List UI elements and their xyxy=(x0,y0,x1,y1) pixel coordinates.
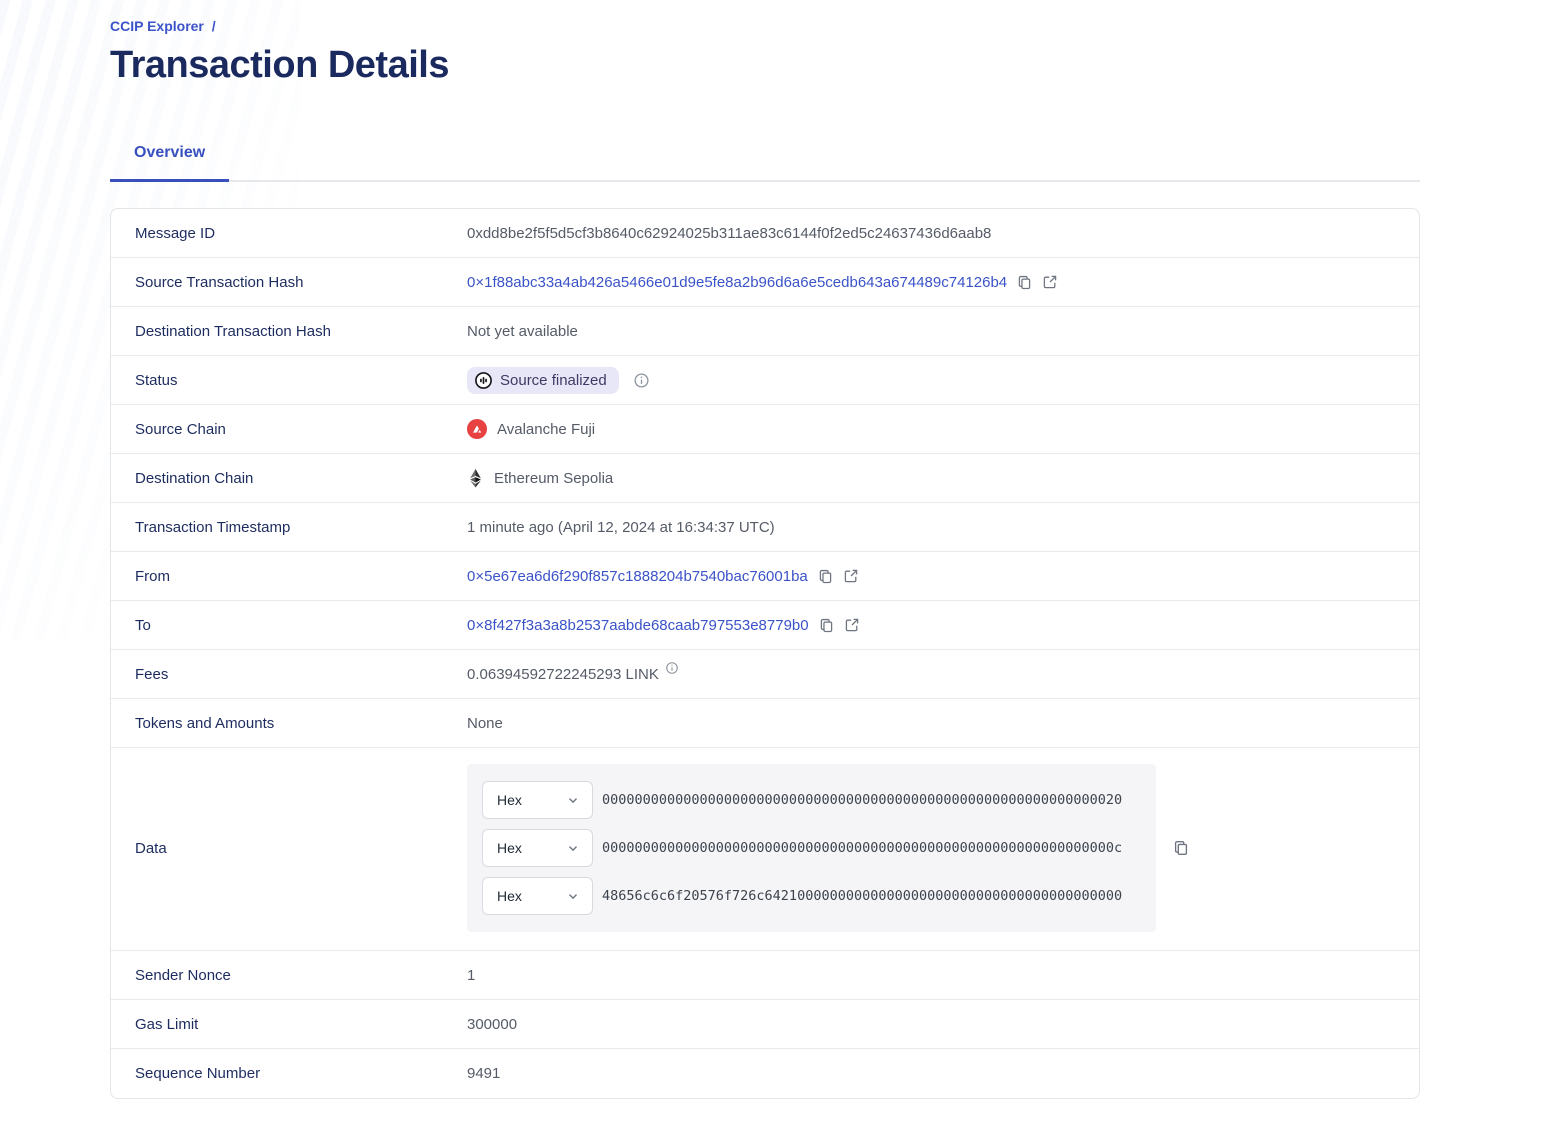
row-label: Message ID xyxy=(135,224,216,242)
data-hex-value: 0000000000000000000000000000000000000000… xyxy=(602,840,1123,856)
chain-name: Avalanche Fuji xyxy=(497,420,596,438)
table-row-message-id: Message ID 0xdd8be2f5f5d5cf3b8640c629240… xyxy=(111,209,1419,258)
row-label: Destination Transaction Hash xyxy=(135,322,331,340)
tab-bar: Overview xyxy=(110,134,1420,182)
table-row-timestamp: Transaction Timestamp 1 minute ago (Apri… xyxy=(111,503,1419,552)
row-value: 300000 xyxy=(467,1015,518,1033)
table-row-source-chain: Source Chain Avalanche Fuji xyxy=(111,405,1419,454)
data-hex-value: 48656c6c6f20576f726c64210000000000000000… xyxy=(602,888,1123,904)
to-address-link[interactable]: 0×8f427f3a3a8b2537aabde68caab797553e8779… xyxy=(467,616,809,634)
row-label: Source Chain xyxy=(135,420,226,438)
data-hex-box: Hex 000000000000000000000000000000000000… xyxy=(467,764,1156,932)
data-hex-value: 0000000000000000000000000000000000000000… xyxy=(602,792,1123,808)
chevron-down-icon xyxy=(569,798,577,804)
table-row-dest-chain: Destination Chain Ethereum Sepolia xyxy=(111,454,1419,503)
breadcrumb: CCIP Explorer / xyxy=(110,18,1420,34)
table-row-tokens: Tokens and Amounts None xyxy=(111,699,1419,748)
data-hex-row: Hex 000000000000000000000000000000000000… xyxy=(482,781,1141,819)
row-label: Data xyxy=(135,839,167,857)
row-value: 1 minute ago (April 12, 2024 at 16:34:37… xyxy=(467,518,775,536)
row-value: 9491 xyxy=(467,1065,501,1082)
row-label: Transaction Timestamp xyxy=(135,518,291,536)
table-row-to: To 0×8f427f3a3a8b2537aabde68caab797553e8… xyxy=(111,601,1419,650)
info-icon[interactable] xyxy=(665,661,679,675)
data-format-value: Hex xyxy=(497,840,522,856)
info-icon[interactable] xyxy=(633,372,650,389)
chain-name: Ethereum Sepolia xyxy=(494,469,614,487)
table-row-sender-nonce: Sender Nonce 1 xyxy=(111,951,1419,1000)
page-title: Transaction Details xyxy=(110,44,449,86)
status-badge: Source finalized xyxy=(467,366,619,394)
avalanche-icon xyxy=(467,419,487,439)
breadcrumb-separator: / xyxy=(211,18,216,34)
table-row-sequence-number: Sequence Number 9491 xyxy=(111,1049,1419,1098)
row-label: Gas Limit xyxy=(135,1015,199,1033)
row-value: 1 xyxy=(467,966,476,984)
table-row-status: Status Source finalized xyxy=(111,356,1419,405)
chevron-down-icon xyxy=(569,846,577,852)
copy-icon[interactable] xyxy=(817,568,834,585)
row-label: Source Transaction Hash xyxy=(135,273,304,291)
chevron-down-icon xyxy=(569,894,577,900)
external-link-icon[interactable] xyxy=(1042,274,1058,290)
row-value: Not yet available xyxy=(467,322,578,340)
table-row-fees: Fees 0.06394592722245293 LINK xyxy=(111,650,1419,699)
fees-value: 0.06394592722245293 LINK xyxy=(467,665,659,683)
external-link-icon[interactable] xyxy=(844,617,860,633)
row-label: Sequence Number xyxy=(135,1065,261,1082)
source-tx-hash-link[interactable]: 0×1f88abc33a4ab426a5466e01d9e5fe8a2b96d6… xyxy=(467,273,1008,291)
table-row-data: Data Hex 0000000000000000000000000000000… xyxy=(111,748,1419,951)
data-format-value: Hex xyxy=(497,888,522,904)
row-value: None xyxy=(467,714,503,732)
row-value: 0xdd8be2f5f5d5cf3b8640c62924025b311ae83c… xyxy=(467,224,992,242)
row-label: Fees xyxy=(135,665,169,683)
ethereum-icon xyxy=(467,468,484,488)
data-format-select[interactable]: Hex xyxy=(482,781,593,819)
row-label: Tokens and Amounts xyxy=(135,714,275,732)
row-label: Sender Nonce xyxy=(135,966,231,984)
tab-overview[interactable]: Overview xyxy=(110,134,230,182)
copy-icon[interactable] xyxy=(1016,274,1033,291)
status-badge-label: Source finalized xyxy=(500,371,607,389)
copy-icon[interactable] xyxy=(818,617,835,634)
data-hex-row: Hex 48656c6c6f20576f726c6421000000000000… xyxy=(482,877,1141,915)
transaction-details-card: Message ID 0xdd8be2f5f5d5cf3b8640c629240… xyxy=(110,208,1420,1099)
row-label: Destination Chain xyxy=(135,469,254,487)
row-label: To xyxy=(135,616,151,634)
table-row-source-tx-hash: Source Transaction Hash 0×1f88abc33a4ab4… xyxy=(111,258,1419,307)
status-pulse-icon xyxy=(474,371,493,390)
data-format-select[interactable]: Hex xyxy=(482,829,593,867)
breadcrumb-link-ccip-explorer[interactable]: CCIP Explorer xyxy=(110,18,204,34)
table-row-from: From 0×5e67ea6d6f290f857c1888204b7540bac… xyxy=(111,552,1419,601)
data-format-value: Hex xyxy=(497,792,522,808)
external-link-icon[interactable] xyxy=(843,568,859,584)
copy-icon[interactable] xyxy=(1172,839,1190,857)
row-label: From xyxy=(135,567,170,585)
data-format-select[interactable]: Hex xyxy=(482,877,593,915)
data-hex-row: Hex 000000000000000000000000000000000000… xyxy=(482,829,1141,867)
row-label: Status xyxy=(135,371,178,389)
from-address-link[interactable]: 0×5e67ea6d6f290f857c1888204b7540bac76001… xyxy=(467,567,808,585)
table-row-gas-limit: Gas Limit 300000 xyxy=(111,1000,1419,1049)
table-row-dest-tx-hash: Destination Transaction Hash Not yet ava… xyxy=(111,307,1419,356)
